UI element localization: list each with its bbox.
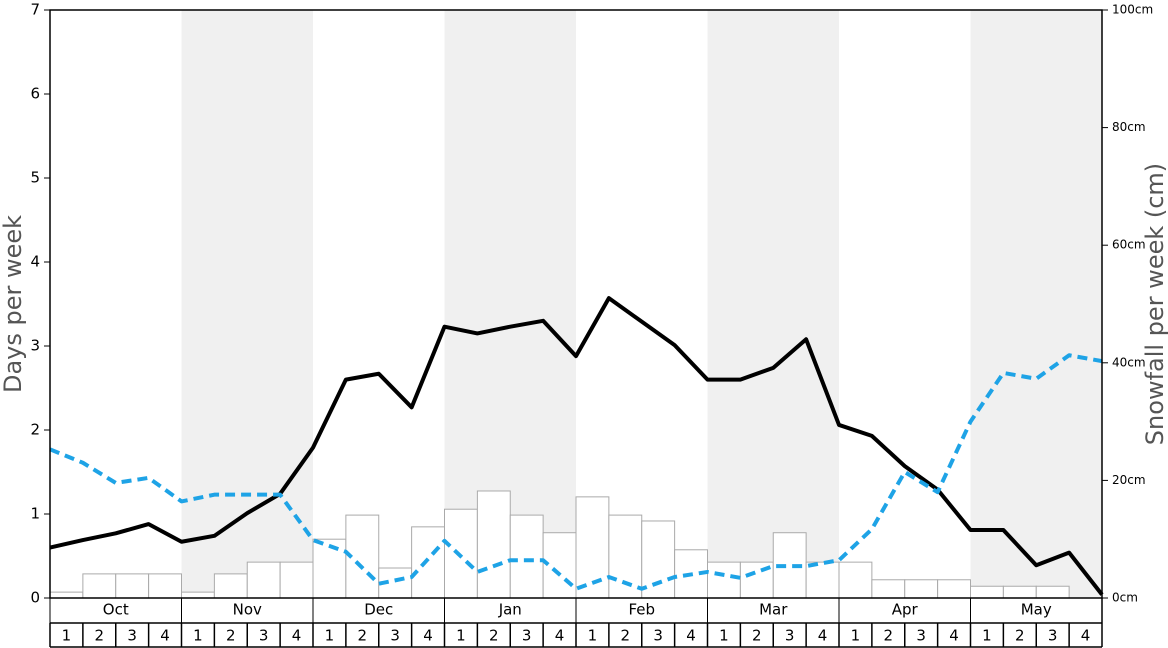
y2-tick-label: 20cm <box>1112 473 1146 487</box>
y-tick-label: 4 <box>30 253 40 271</box>
y-tick-label: 1 <box>30 505 40 523</box>
week-label: 2 <box>752 627 762 645</box>
month-label: Apr <box>892 601 919 619</box>
y-tick-label: 2 <box>30 421 40 439</box>
month-band <box>707 10 839 598</box>
week-label: 4 <box>423 627 433 645</box>
y-tick-label: 7 <box>30 1 40 19</box>
bar <box>641 520 676 599</box>
bar <box>411 526 445 599</box>
week-label: 2 <box>226 627 236 645</box>
y-tick-label: 3 <box>30 337 40 355</box>
y2-tick-label: 100cm <box>1112 3 1153 17</box>
month-label: Nov <box>233 601 262 619</box>
week-label: 3 <box>259 627 269 645</box>
bar <box>312 538 347 599</box>
bar <box>148 573 182 599</box>
y2-tick-label: 0cm <box>1112 591 1138 605</box>
bar <box>1002 585 1037 599</box>
bar <box>181 591 215 599</box>
y2-tick-label: 40cm <box>1112 355 1146 369</box>
month-label: Mar <box>759 601 788 619</box>
bar <box>904 579 939 599</box>
bar <box>82 573 117 599</box>
bar <box>279 561 314 599</box>
week-label: 4 <box>160 627 170 645</box>
week-label: 4 <box>555 627 565 645</box>
y2-tick-label: 80cm <box>1112 120 1146 134</box>
line <box>49 296 1104 596</box>
month-band <box>970 10 1102 598</box>
bar <box>608 514 643 599</box>
bar <box>805 561 840 599</box>
week-label: 1 <box>851 627 861 645</box>
week-label: 2 <box>95 627 105 645</box>
week-label: 1 <box>982 627 992 645</box>
bar <box>838 561 873 599</box>
week-label: 3 <box>522 627 532 645</box>
month-label: Dec <box>364 601 393 619</box>
week-label: 1 <box>193 627 203 645</box>
month-band <box>181 10 313 598</box>
week-label: 4 <box>818 627 828 645</box>
week-label: 3 <box>916 627 926 645</box>
week-label: 1 <box>719 627 729 645</box>
bar <box>49 591 84 599</box>
month-label: Feb <box>628 601 655 619</box>
month-label: Oct <box>103 601 129 619</box>
line <box>49 353 1103 591</box>
bar <box>476 490 511 599</box>
week-label: 3 <box>390 627 400 645</box>
y-tick-label: 5 <box>30 169 40 187</box>
week-label: 4 <box>1081 627 1091 645</box>
bar <box>707 561 741 599</box>
bar <box>246 561 281 599</box>
week-label: 2 <box>489 627 499 645</box>
bar <box>937 579 971 599</box>
week-label: 3 <box>653 627 663 645</box>
week-label: 3 <box>1048 627 1058 645</box>
week-label: 4 <box>949 627 959 645</box>
bar <box>871 579 906 599</box>
week-label: 3 <box>127 627 137 645</box>
week-label: 1 <box>325 627 335 645</box>
week-label: 4 <box>292 627 302 645</box>
y-tick-label: 6 <box>30 85 40 103</box>
week-label: 1 <box>62 627 72 645</box>
bar <box>509 514 544 599</box>
week-label: 4 <box>686 627 696 645</box>
bar <box>213 573 248 599</box>
week-label: 2 <box>358 627 368 645</box>
bar <box>542 532 577 599</box>
bar <box>1035 585 1070 599</box>
y2-axis-title: Snowfall per week (cm) <box>1141 163 1168 445</box>
bar <box>970 585 1004 599</box>
week-label: 3 <box>785 627 795 645</box>
bar <box>444 508 478 599</box>
week-label: 2 <box>1015 627 1025 645</box>
week-label: 2 <box>621 627 631 645</box>
week-label: 1 <box>456 627 466 645</box>
month-label: May <box>1021 601 1052 619</box>
week-label: 1 <box>588 627 598 645</box>
y-axis-title: Days per week <box>0 215 27 393</box>
y-tick-label: 0 <box>30 589 40 607</box>
y2-tick-label: 60cm <box>1112 238 1146 252</box>
month-label: Jan <box>498 601 522 619</box>
week-label: 2 <box>884 627 894 645</box>
bar <box>115 573 150 599</box>
